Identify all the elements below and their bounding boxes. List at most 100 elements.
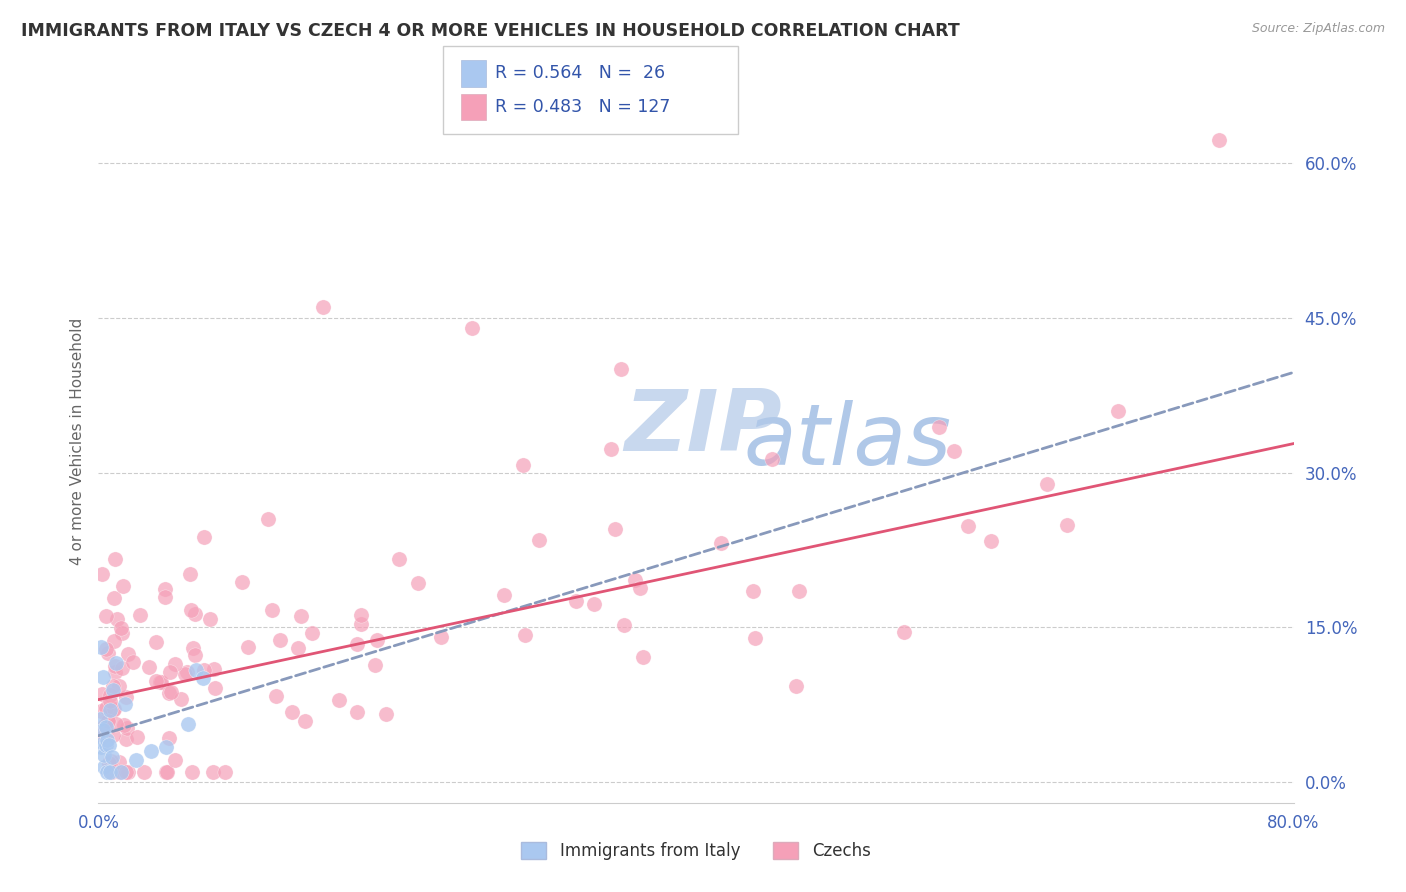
Point bbox=[104, 665, 127, 679]
Point bbox=[117, 764, 139, 779]
Text: ZIP: ZIP bbox=[624, 385, 782, 468]
Point bbox=[159, 685, 181, 699]
Point bbox=[134, 764, 156, 779]
Point bbox=[91, 736, 114, 750]
Point bbox=[93, 760, 115, 774]
Point bbox=[942, 443, 965, 458]
Point bbox=[180, 764, 202, 779]
Point bbox=[177, 716, 200, 731]
Point bbox=[94, 642, 117, 657]
Point bbox=[624, 573, 647, 587]
Point bbox=[176, 665, 198, 680]
Point bbox=[957, 519, 980, 533]
Point bbox=[294, 714, 316, 728]
Point bbox=[94, 609, 117, 624]
Point bbox=[103, 702, 125, 716]
Point bbox=[90, 739, 112, 754]
Point bbox=[191, 671, 214, 685]
Point bbox=[155, 764, 177, 779]
Point bbox=[115, 721, 138, 735]
Point bbox=[96, 646, 118, 660]
Point bbox=[610, 362, 633, 376]
Legend: Immigrants from Italy, Czechs: Immigrants from Italy, Czechs bbox=[515, 835, 877, 867]
Point bbox=[1208, 133, 1230, 147]
Point bbox=[114, 731, 136, 746]
Point bbox=[165, 657, 187, 672]
Point bbox=[157, 731, 180, 745]
Point bbox=[1035, 476, 1057, 491]
Point bbox=[110, 764, 132, 779]
Point bbox=[149, 674, 172, 689]
Point bbox=[893, 624, 915, 639]
Point bbox=[96, 764, 118, 779]
Point bbox=[101, 703, 124, 717]
Point bbox=[100, 688, 122, 702]
Point bbox=[155, 590, 177, 604]
Point bbox=[582, 597, 605, 611]
Point bbox=[180, 603, 202, 617]
Point bbox=[492, 588, 515, 602]
Point bbox=[94, 739, 117, 753]
Point bbox=[117, 647, 139, 661]
Point bbox=[97, 739, 120, 753]
Point bbox=[260, 602, 283, 616]
Point bbox=[264, 690, 287, 704]
Point bbox=[1056, 517, 1078, 532]
Point bbox=[631, 650, 654, 665]
Point bbox=[90, 704, 112, 718]
Point bbox=[96, 700, 118, 714]
Point bbox=[110, 622, 132, 636]
Point bbox=[980, 533, 1002, 548]
Point bbox=[104, 658, 127, 673]
Point bbox=[198, 612, 221, 626]
Point bbox=[115, 690, 138, 705]
Point bbox=[787, 583, 810, 598]
Point bbox=[114, 764, 136, 779]
Point bbox=[513, 628, 536, 642]
Point bbox=[98, 764, 122, 779]
Point bbox=[184, 663, 207, 677]
Point bbox=[145, 635, 167, 649]
Point bbox=[430, 630, 453, 644]
Point bbox=[91, 566, 114, 581]
Point bbox=[150, 674, 173, 689]
Point bbox=[90, 730, 112, 744]
Point bbox=[94, 720, 117, 734]
Point bbox=[145, 673, 167, 688]
Point bbox=[214, 764, 236, 779]
Point bbox=[742, 583, 765, 598]
Point bbox=[785, 679, 807, 693]
Point bbox=[104, 552, 127, 566]
Point bbox=[761, 452, 783, 467]
Point bbox=[90, 640, 112, 654]
Point bbox=[928, 420, 950, 434]
Point bbox=[375, 706, 398, 721]
Y-axis label: 4 or more Vehicles in Household: 4 or more Vehicles in Household bbox=[69, 318, 84, 566]
Point bbox=[346, 706, 368, 720]
Point bbox=[155, 739, 177, 754]
Point bbox=[122, 655, 145, 669]
Point bbox=[139, 744, 162, 758]
Point bbox=[125, 753, 148, 767]
Point bbox=[103, 728, 125, 742]
Point bbox=[710, 536, 733, 550]
Point bbox=[287, 641, 309, 656]
Point bbox=[110, 764, 132, 779]
Point bbox=[91, 687, 114, 701]
Point bbox=[111, 660, 134, 674]
Text: R = 0.564   N =  26: R = 0.564 N = 26 bbox=[495, 64, 665, 82]
Point bbox=[138, 660, 160, 674]
Point bbox=[101, 750, 124, 764]
Point bbox=[170, 692, 193, 706]
Point bbox=[328, 693, 350, 707]
Point bbox=[269, 633, 291, 648]
Point bbox=[364, 658, 387, 673]
Point bbox=[111, 578, 134, 592]
Point bbox=[184, 648, 207, 662]
Point bbox=[165, 753, 187, 767]
Point bbox=[108, 679, 131, 693]
Point bbox=[97, 756, 120, 771]
Point bbox=[628, 581, 651, 595]
Point bbox=[236, 640, 259, 655]
Point bbox=[613, 618, 636, 632]
